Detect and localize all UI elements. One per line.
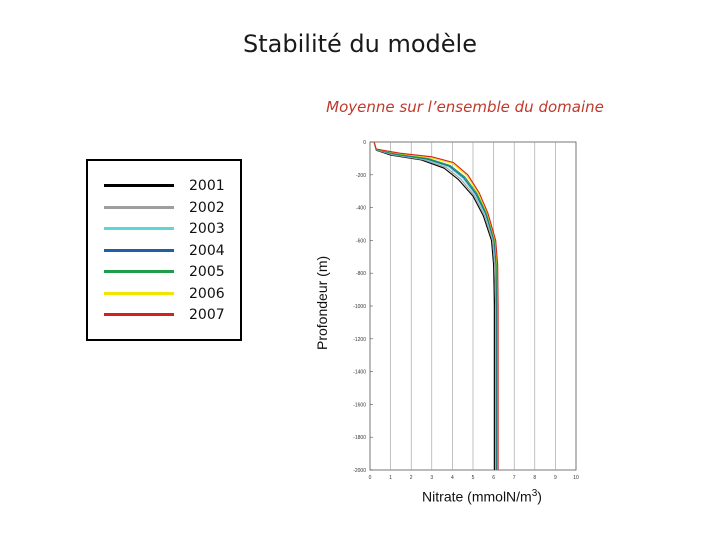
x-tick-label: 1 [389,475,392,481]
x-tick-label: 6 [492,475,495,481]
legend-item-2005: 2005 [88,261,238,283]
y-axis-label: Profondeur (m) [314,255,330,350]
y-tick-label: -1800 [353,435,366,441]
slide-title: Stabilité du modèle [243,30,477,58]
legend-label: 2002 [189,199,225,216]
x-axis-label: Nitrate (mmolN/m3) [372,488,592,505]
legend-label: 2004 [189,242,225,259]
x-tick-label: 0 [369,475,372,481]
legend-label: 2007 [189,307,225,323]
series-line-2005 [373,141,498,470]
legend-label: 2005 [189,264,225,280]
y-tick-label: -1600 [353,402,366,408]
x-axis-label-exponent: 3 [531,488,538,499]
x-tick-label: 8 [533,475,536,481]
y-tick-label: -1200 [353,337,366,343]
nitrate-profile-chart: 0 1 2 3 4 5 6 7 8 9 10 0 -200 -400 -600 -800 -1000 -1200 -… [353,140,579,481]
x-tick-label: 10 [573,475,579,481]
x-tick-label: 9 [554,475,557,481]
x-axis-label-close: ) [537,488,542,505]
y-tick-label: -200 [356,173,366,179]
series-line-2001 [373,141,496,470]
x-tick-label: 5 [472,475,475,481]
legend-item-2003: 2003 [88,218,238,240]
y-tick-label: -2000 [353,468,366,474]
legend-swatch [104,270,174,273]
x-tick-label: 7 [513,475,516,481]
legend-swatch [104,184,174,187]
y-tick-label: 0 [363,140,366,146]
x-tick-label: 3 [430,475,433,481]
legend-item-2001: 2001 [88,175,238,197]
legend-swatch [104,227,174,230]
y-tick-label: -600 [356,238,366,244]
legend-item-2002: 2002 [88,197,238,219]
legend-item-2004: 2004 [88,240,238,262]
legend-label: 2003 [189,221,225,237]
legend-label: 2006 [189,285,225,302]
y-tick-label: -1400 [353,370,366,376]
legend-item-2006: 2006 [88,283,238,305]
chart-title: Moyenne sur l’ensemble du domaine [326,98,604,116]
legend-label: 2001 [189,178,225,194]
chart-legend: 2001 2002 2003 2004 2005 2006 2007 [86,159,242,341]
x-tick-label: 4 [451,475,454,481]
y-tick-label: -400 [356,206,366,212]
series-line-2007 [373,141,499,470]
legend-item-2007: 2007 [88,304,238,326]
x-tick-label: 2 [410,475,413,481]
legend-swatch [104,291,174,295]
legend-swatch [104,248,174,252]
y-tick-label: -1000 [353,304,366,310]
y-tick-label: -800 [356,271,366,277]
legend-swatch [104,205,174,209]
x-axis-label-text: Nitrate (mmolN/m [422,488,532,505]
legend-swatch [104,313,174,316]
